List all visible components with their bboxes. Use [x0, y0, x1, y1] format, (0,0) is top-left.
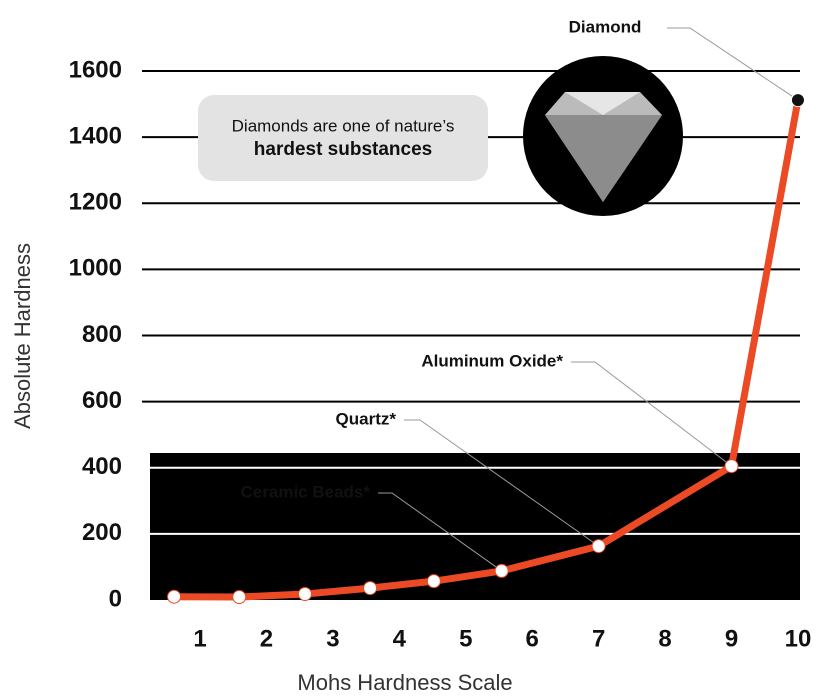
y-tick-label: 400 [82, 453, 122, 480]
y-tick-label: 1000 [69, 255, 122, 282]
x-axis-title: Mohs Hardness Scale [297, 670, 512, 695]
annotation: Quartz* [336, 409, 397, 428]
y-tick-label: 600 [82, 387, 122, 414]
marker [725, 460, 738, 473]
x-tick-label: 5 [459, 625, 472, 652]
x-tick-label: 6 [526, 625, 539, 652]
y-tick-label: 200 [82, 519, 122, 546]
x-tick-label: 9 [725, 625, 738, 652]
marker [298, 588, 311, 601]
x-tick-label: 3 [326, 625, 339, 652]
leader-line [571, 362, 732, 466]
callout-line: Diamonds are one of nature’s [232, 116, 455, 135]
marker [233, 591, 246, 604]
x-tick-label: 2 [260, 625, 273, 652]
marker [495, 564, 508, 577]
annotation: Aluminum Oxide* [421, 351, 563, 370]
y-tick-label: 1400 [69, 122, 122, 149]
y-tick-label: 1200 [69, 189, 122, 216]
chart: Diamonds are one of nature’s hardest sub… [0, 0, 819, 696]
callout-box [198, 95, 488, 181]
x-tick-label: 8 [658, 625, 671, 652]
annotation: Ceramic Beads* [241, 482, 371, 501]
annotation: Diamond [569, 17, 642, 36]
x-tick-label: 10 [785, 625, 812, 652]
x-tick-label: 7 [592, 625, 605, 652]
marker [791, 94, 804, 107]
y-axis-title: Absolute Hardness [10, 243, 35, 429]
marker [364, 582, 377, 595]
leader-line [667, 28, 798, 100]
marker [592, 540, 605, 553]
marker [427, 575, 440, 588]
y-tick-label: 0 [109, 585, 122, 612]
x-tick-label: 1 [193, 625, 206, 652]
callout-line: hardest substances [254, 139, 432, 160]
x-tick-label: 4 [393, 625, 407, 652]
y-tick-label: 1600 [69, 56, 122, 83]
y-tick-label: 800 [82, 321, 122, 348]
marker [168, 590, 181, 603]
